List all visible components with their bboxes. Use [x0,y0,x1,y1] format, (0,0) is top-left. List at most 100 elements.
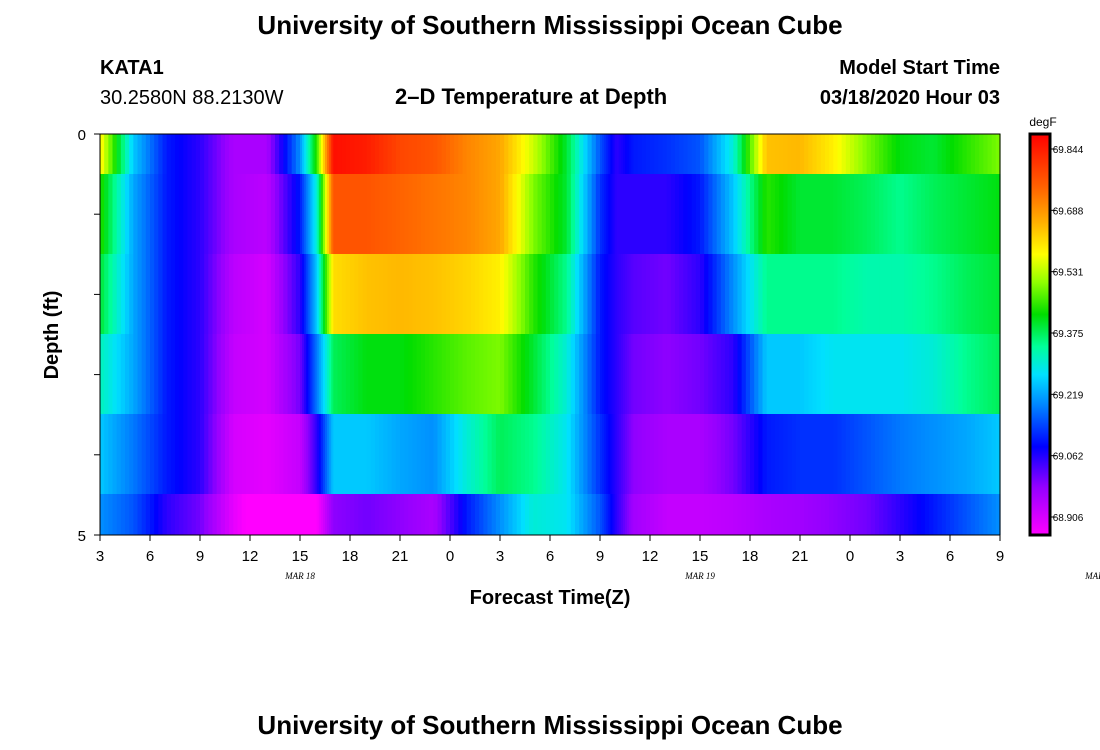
heatmap-cell [858,134,864,174]
heatmap-cell [200,254,205,334]
heatmap-cell [950,334,955,414]
heatmap-cell [108,254,114,334]
heatmap-cell [366,494,372,535]
heatmap-cell [300,134,303,174]
heatmap-cell [729,414,734,494]
heatmap-cell [362,334,368,414]
heatmap-cell [912,174,918,254]
y-axis-label: Depth (ft) [41,291,63,380]
heatmap-cell [612,134,616,174]
heatmap-cell [583,254,589,334]
heatmap-cell [791,174,797,254]
heatmap-cell [304,254,307,334]
heatmap-cell [212,134,218,174]
heatmap-cell [800,494,805,535]
heatmap-cell [525,414,530,494]
heatmap-cell [470,494,476,535]
heatmap-cell [970,494,976,535]
heatmap-cell [466,334,472,414]
heatmap-cell [891,174,897,254]
heatmap-cell [516,334,522,414]
heatmap-cell [391,334,397,414]
heatmap-cell [700,174,705,254]
heatmap-cell [983,494,989,535]
heatmap-cell [154,414,159,494]
heatmap-cell [954,494,959,535]
heatmap-cell [808,254,814,334]
heatmap-cell [766,174,772,254]
heatmap-cell [479,414,484,494]
heatmap-cell [566,414,572,494]
heatmap-cell [987,334,993,414]
heatmap-cell [112,174,118,254]
heatmap-cell [454,254,459,334]
heatmap-cell [812,414,818,494]
heatmap-cell [141,334,147,414]
heatmap-cell [866,494,872,535]
heatmap-cell [587,174,593,254]
heatmap-cell [516,174,522,254]
heatmap-cell [366,334,372,414]
heatmap-cell [654,414,659,494]
heatmap-cell [904,174,909,254]
heatmap-cell [762,254,768,334]
heatmap-cell [854,134,859,174]
heatmap-cell [145,414,151,494]
heatmap-cell [258,334,264,414]
heatmap-cell [995,494,1001,535]
heatmap-cell [791,414,797,494]
heatmap-cell [541,494,547,535]
heatmap-cell [912,254,918,334]
heatmap-cell [458,414,464,494]
x-tick-label: 3 [896,548,904,565]
heatmap-cell [627,494,630,535]
heatmap-cell [679,494,684,535]
heatmap-cell [620,134,624,174]
heatmap-cell [608,414,612,494]
heatmap-cell [631,414,634,494]
heatmap-cell [654,174,659,254]
heatmap-cell [962,414,968,494]
heatmap-cell [541,174,547,254]
heatmap-cell [712,254,718,334]
heatmap-cell [112,414,118,494]
heatmap-cell [716,334,722,414]
heatmap-cell [120,174,126,254]
heatmap-cell [941,254,947,334]
x-tick-label: 12 [642,548,659,565]
heatmap-cell [820,254,826,334]
heatmap-cell [537,414,543,494]
heatmap-cell [412,254,418,334]
heatmap-cell [808,174,814,254]
heatmap-cell [175,174,180,254]
heatmap-cell [204,494,209,535]
heatmap-cell [554,414,559,494]
heatmap-cell [595,414,601,494]
heatmap-cell [937,174,943,254]
heatmap-cell [602,134,605,174]
heatmap-cell [458,134,464,174]
heatmap-cell [725,494,730,535]
heatmap-cell [141,174,147,254]
heatmap-cell [850,414,855,494]
heatmap-cell [187,414,193,494]
heatmap-cell [529,174,534,254]
heatmap-cell [812,334,818,414]
heatmap-cell [606,414,609,494]
heatmap-cell [283,254,289,334]
heatmap-cell [604,174,607,254]
heatmap-cell [600,494,603,535]
heatmap-cell [250,134,255,174]
heatmap-cell [604,134,607,174]
colorbar-tick-label: 69.531 [1053,268,1084,279]
heatmap-cell [358,414,364,494]
heatmap-cell [395,494,401,535]
heatmap-cell [650,494,655,535]
heatmap-cell [787,174,793,254]
heatmap-cell [754,334,759,414]
heatmap-cell [327,494,330,535]
heatmap-cell [545,414,551,494]
heatmap-cell [995,174,1001,254]
heatmap-cell [618,254,622,334]
heatmap-cell [327,334,330,414]
